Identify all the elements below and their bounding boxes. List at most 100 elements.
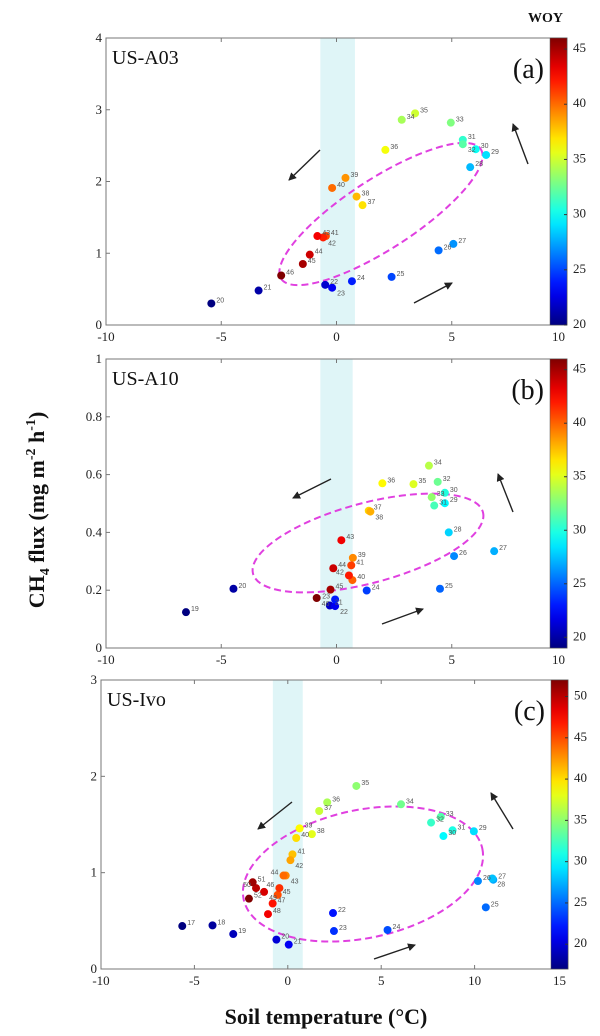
data-point <box>178 922 187 931</box>
data-point <box>466 163 475 172</box>
point-label: 30 <box>450 487 458 494</box>
x-tick-label: 5 <box>449 329 456 344</box>
data-point <box>352 192 361 201</box>
point-label: 31 <box>468 134 476 141</box>
point-label: 19 <box>238 928 246 935</box>
data-point <box>383 925 392 934</box>
point-label: 25 <box>491 901 499 908</box>
data-point <box>469 827 478 836</box>
y-label-sup: -1 <box>24 419 39 431</box>
data-point <box>295 824 304 833</box>
x-tick-label: 5 <box>449 652 456 667</box>
point-label: 29 <box>491 149 499 156</box>
colorbar-tick-label: 35 <box>573 150 586 165</box>
point-label: 20 <box>216 297 224 304</box>
data-point <box>482 150 491 159</box>
point-label: 39 <box>358 552 366 559</box>
site-label: US-Ivo <box>107 689 166 711</box>
plot-frame <box>100 679 569 970</box>
data-point <box>252 884 261 893</box>
point-label: 29 <box>450 497 458 504</box>
data-point <box>286 856 295 865</box>
data-point <box>323 798 332 807</box>
data-point <box>331 595 340 604</box>
point-label: 35 <box>418 478 426 485</box>
point-label: 41 <box>356 559 364 566</box>
data-point <box>409 480 418 489</box>
data-point <box>448 826 457 835</box>
data-point <box>315 807 324 816</box>
data-point <box>427 493 436 502</box>
point-label: 24 <box>372 584 380 591</box>
point-label: 21 <box>264 285 272 292</box>
data-point <box>347 561 356 570</box>
point-label: 42 <box>336 569 344 576</box>
x-tick-label: 5 <box>378 973 385 988</box>
point-label: 52 <box>254 893 262 900</box>
freezing-band <box>272 680 303 969</box>
data-point <box>313 232 322 241</box>
point-label: 23 <box>337 291 345 298</box>
data-point <box>440 488 449 497</box>
x-tick-label: -10 <box>92 973 109 988</box>
colorbar-tick-label: 40 <box>573 414 586 429</box>
point-label: 51 <box>258 876 266 883</box>
data-point <box>208 921 217 930</box>
colorbar-tick-label: 50 <box>574 688 587 703</box>
data-point <box>411 109 420 118</box>
x-tick-label: 0 <box>333 652 340 667</box>
x-tick-label: -5 <box>189 973 200 988</box>
y-tick-label: 0.4 <box>86 524 103 539</box>
y-tick-label: 0 <box>96 640 103 655</box>
data-point <box>439 832 448 841</box>
x-axis-label: Soil temperature (°C) <box>225 1004 428 1029</box>
point-label: 34 <box>406 798 414 805</box>
point-label: 19 <box>191 606 199 613</box>
colorbar-tick-label: 45 <box>573 361 586 376</box>
point-label: 20 <box>281 934 289 941</box>
point-label: 49 <box>269 895 277 902</box>
point-label: 21 <box>294 939 302 946</box>
data-point <box>307 830 316 839</box>
data-point <box>381 145 390 154</box>
point-label: 42 <box>295 863 303 870</box>
data-point <box>229 930 238 939</box>
x-tick-label: -10 <box>97 329 114 344</box>
point-label: 47 <box>278 897 286 904</box>
hysteresis-ellipse <box>278 141 484 287</box>
point-label: 23 <box>322 593 330 600</box>
data-point <box>366 507 375 516</box>
point-label: 28 <box>497 881 505 888</box>
point-label: 30 <box>481 143 489 150</box>
point-label: 27 <box>499 545 507 552</box>
point-label: 50 <box>243 882 251 889</box>
data-point <box>181 608 190 617</box>
x-tick-label: -10 <box>97 652 114 667</box>
data-point <box>244 894 253 903</box>
data-point <box>444 528 453 537</box>
colorbar-tick-label: 35 <box>574 811 587 826</box>
y-tick-label: 0.6 <box>86 467 103 482</box>
data-point <box>488 874 497 883</box>
point-label: 22 <box>338 907 346 914</box>
panel-label: (b) <box>511 375 544 406</box>
data-point <box>279 871 288 880</box>
data-point <box>397 115 406 124</box>
point-label: 46 <box>322 601 330 608</box>
point-label: 40 <box>337 182 345 189</box>
point-label: 36 <box>387 477 395 484</box>
data-point <box>312 594 321 603</box>
point-label: 34 <box>434 460 442 467</box>
x-tick-label: 0 <box>285 973 292 988</box>
point-label: 43 <box>291 879 299 886</box>
y-axis-label: CH4 flux (mg m-2 h-1) <box>24 412 53 609</box>
point-label: 18 <box>218 919 226 926</box>
colorbar-tick-label: 30 <box>573 521 586 536</box>
point-label: 40 <box>357 574 365 581</box>
data-point <box>273 890 282 899</box>
point-label: 22 <box>340 609 348 616</box>
direction-arrow <box>490 792 514 830</box>
point-label: 32 <box>468 147 476 154</box>
panel-label: (a) <box>513 54 544 85</box>
data-point <box>326 585 335 594</box>
